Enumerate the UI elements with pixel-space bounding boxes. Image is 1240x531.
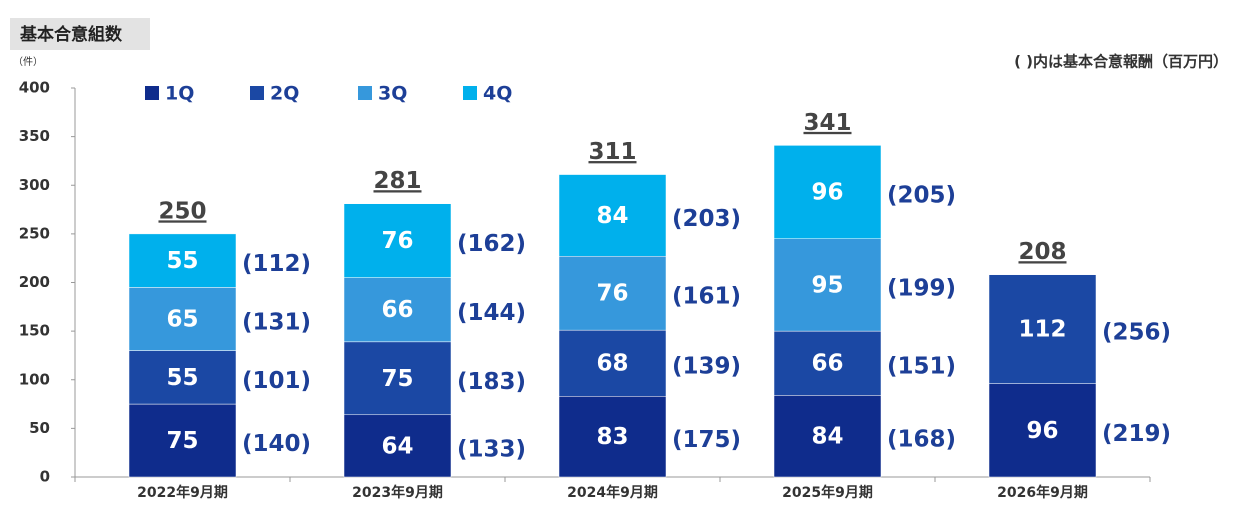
segment-label: 75	[381, 366, 413, 392]
reward-label: (139)	[672, 354, 741, 380]
total-label: 341	[803, 110, 851, 136]
reward-label: (161)	[672, 284, 741, 310]
reward-label: (183)	[457, 369, 526, 395]
segment-label: 66	[381, 297, 413, 323]
legend-swatch	[145, 86, 159, 100]
reward-label: (219)	[1102, 421, 1171, 447]
y-tick-label: 400	[19, 79, 50, 97]
legend-swatch	[358, 86, 372, 100]
bar-segment	[773, 395, 882, 478]
bar-segment	[343, 203, 452, 278]
bar-segment	[773, 145, 882, 239]
legend-label: 3Q	[378, 83, 407, 105]
x-tick-label: 2025年9月期	[782, 484, 873, 501]
bar-segment	[773, 238, 882, 332]
bar-segment	[558, 255, 667, 331]
bar-segment	[558, 329, 667, 397]
reward-label: (199)	[887, 275, 956, 301]
bar-segment	[128, 403, 237, 478]
x-tick-label: 2022年9月期	[137, 484, 228, 501]
y-tick-label: 200	[19, 273, 50, 291]
title-box	[10, 18, 150, 50]
segment-label: 75	[166, 428, 198, 454]
y-unit: （件）	[13, 56, 43, 68]
legend-label: 1Q	[165, 83, 194, 105]
segment-label: 95	[811, 272, 843, 298]
reward-label: (168)	[887, 427, 956, 453]
legend-label: 2Q	[270, 83, 299, 105]
x-tick-label: 2023年9月期	[352, 484, 443, 501]
y-tick-label: 350	[19, 127, 50, 145]
segment-label: 55	[166, 365, 198, 391]
bar-segment	[558, 174, 667, 257]
bar-segment	[558, 396, 667, 478]
bar-segment	[343, 341, 452, 416]
segment-label: 65	[166, 306, 198, 332]
segment-label: 76	[381, 228, 413, 254]
legend-swatch	[463, 86, 477, 100]
reward-label: (133)	[457, 436, 526, 462]
bar-segment	[128, 287, 237, 351]
total-label: 250	[158, 198, 206, 224]
segment-label: 68	[596, 351, 628, 377]
reward-label: (140)	[242, 431, 311, 457]
y-tick-label: 150	[19, 322, 50, 340]
total-label: 281	[373, 168, 421, 194]
bar-segment	[128, 350, 237, 405]
segment-label: 55	[166, 248, 198, 274]
segment-label: 112	[1018, 317, 1066, 343]
legend-label: 4Q	[483, 83, 512, 105]
reward-label: (131)	[242, 309, 311, 335]
x-tick-label: 2024年9月期	[567, 484, 658, 501]
bar-segment	[988, 383, 1097, 478]
segment-label: 96	[811, 180, 843, 206]
note: ( )内は基本合意報酬（百万円）	[1014, 53, 1228, 71]
chart-title: 基本合意組数	[19, 24, 123, 45]
total-label: 311	[588, 139, 636, 165]
y-tick-label: 100	[19, 370, 50, 388]
segment-label: 76	[596, 281, 628, 307]
bar-segment	[343, 414, 452, 478]
y-tick-label: 300	[19, 176, 50, 194]
reward-label: (205)	[887, 183, 956, 209]
total-label: 208	[1018, 239, 1066, 265]
segment-label: 96	[1026, 418, 1058, 444]
reward-label: (151)	[887, 354, 956, 380]
reward-label: (203)	[672, 206, 741, 232]
bar-segment	[773, 330, 882, 396]
segment-label: 83	[596, 424, 628, 450]
y-tick-label: 50	[29, 419, 50, 437]
segment-label: 64	[381, 433, 413, 459]
reward-label: (112)	[242, 251, 311, 277]
reward-label: (144)	[457, 300, 526, 326]
legend-swatch	[250, 86, 264, 100]
reward-label: (101)	[242, 368, 311, 394]
x-tick-label: 2026年9月期	[997, 484, 1088, 501]
y-tick-label: 0	[40, 468, 50, 486]
reward-label: (256)	[1102, 320, 1171, 346]
segment-label: 66	[811, 351, 843, 377]
bar-segment	[343, 277, 452, 343]
reward-label: (162)	[457, 231, 526, 257]
reward-label: (175)	[672, 427, 741, 453]
bar-segment	[128, 233, 237, 288]
bar-segment	[988, 274, 1097, 384]
segment-label: 84	[596, 203, 628, 229]
y-tick-label: 250	[19, 224, 50, 242]
segment-label: 84	[811, 424, 843, 450]
